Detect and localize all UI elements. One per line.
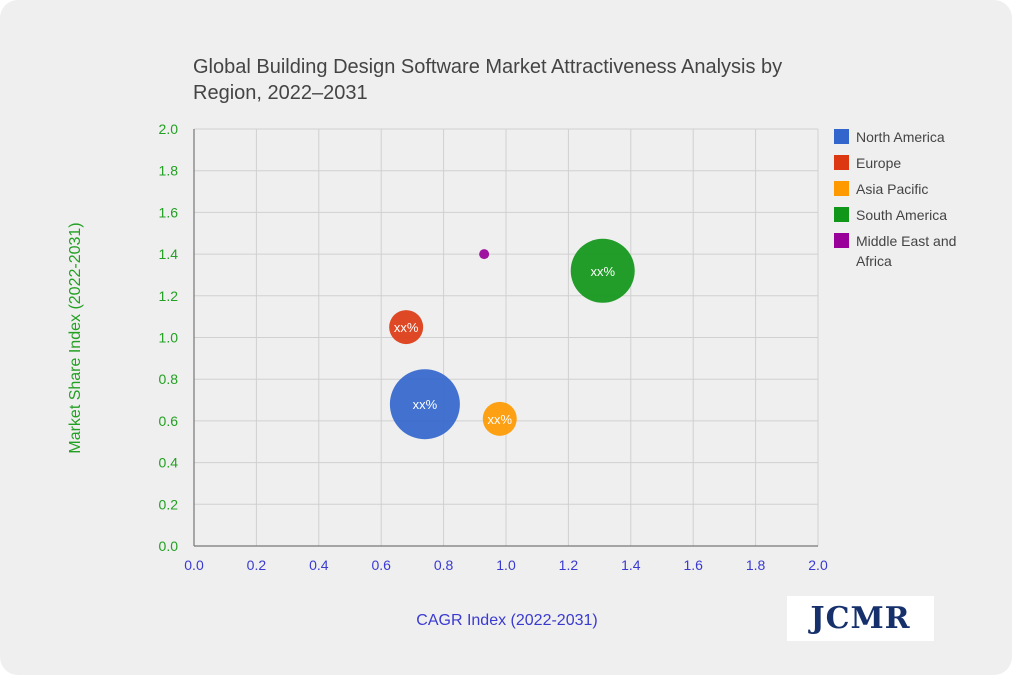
bubble-middle-east-and-africa[interactable] bbox=[479, 249, 490, 260]
bubble-data-label: xx% bbox=[487, 412, 512, 427]
x-tick-label: 0.8 bbox=[434, 557, 454, 573]
y-tick-label: 1.4 bbox=[159, 246, 179, 262]
x-tick-label: 0.2 bbox=[247, 557, 267, 573]
y-tick-label: 0.0 bbox=[159, 538, 179, 554]
y-tick-label: 1.6 bbox=[159, 204, 179, 220]
x-tick-labels: 0.0 0.2 0.4 0.6 0.8 1.0 1.2 1.4 1.6 1.8 2.0 bbox=[184, 557, 828, 573]
logo-text: JCMR bbox=[810, 601, 911, 636]
x-tick-label: 1.4 bbox=[621, 557, 641, 573]
legend-item[interactable]: Middle East and Africa bbox=[834, 231, 1004, 271]
x-tick-label: 1.6 bbox=[683, 557, 703, 573]
x-tick-label: 1.2 bbox=[559, 557, 579, 573]
x-tick-label: 0.6 bbox=[371, 557, 391, 573]
legend-swatch bbox=[834, 207, 849, 222]
legend: North America Europe Asia Pacific South Ame… bbox=[834, 127, 1004, 277]
jcmr-logo: JCMR bbox=[787, 596, 934, 641]
bubble-data-label: xx% bbox=[394, 320, 419, 335]
y-tick-label: 0.6 bbox=[159, 413, 179, 429]
y-tick-label: 0.8 bbox=[159, 371, 179, 387]
legend-label: South America bbox=[856, 207, 948, 223]
legend-label: North America bbox=[856, 129, 945, 145]
x-tick-label: 2.0 bbox=[808, 557, 828, 573]
legend-swatch bbox=[834, 155, 849, 170]
bubble-europe[interactable] bbox=[389, 310, 424, 345]
chart-title: Global Building Design Software Market A… bbox=[193, 56, 783, 104]
legend-item[interactable]: South America bbox=[834, 205, 1004, 225]
legend-item[interactable]: Asia Pacific bbox=[834, 179, 1004, 199]
legend-label: Asia Pacific bbox=[856, 181, 929, 197]
legend-swatch bbox=[834, 181, 849, 196]
y-tick-label: 1.8 bbox=[159, 163, 179, 179]
y-tick-label: 1.2 bbox=[159, 288, 179, 304]
y-tick-label: 1.0 bbox=[159, 330, 179, 346]
bubble-north-america[interactable] bbox=[389, 369, 460, 440]
x-axis-label: CAGR Index (2022-2031) bbox=[416, 612, 598, 629]
bubble-data-label: xx% bbox=[590, 264, 615, 279]
legend-label: Europe bbox=[856, 155, 902, 171]
x-tick-label: 1.8 bbox=[746, 557, 766, 573]
legend-swatch bbox=[834, 129, 849, 144]
x-tick-label: 0.0 bbox=[184, 557, 204, 573]
bubble-asia-pacific[interactable] bbox=[482, 401, 517, 436]
legend-item[interactable]: North America bbox=[834, 127, 1004, 147]
y-tick-label: 2.0 bbox=[159, 121, 179, 137]
y-tick-labels: 0.0 0.2 0.4 0.6 0.8 1.0 1.2 1.4 1.6 1.8 2.0 bbox=[159, 121, 179, 554]
x-tick-label: 0.4 bbox=[309, 557, 329, 573]
grid-lines bbox=[193, 128, 819, 547]
bubbles: xx% xx% xx% xx% bbox=[389, 238, 635, 440]
legend-item[interactable]: Europe bbox=[834, 153, 1004, 173]
legend-swatch bbox=[834, 233, 849, 248]
y-tick-label: 0.2 bbox=[159, 496, 179, 512]
x-tick-label: 1.0 bbox=[496, 557, 516, 573]
y-tick-label: 0.4 bbox=[159, 455, 179, 471]
bubble-data-label: xx% bbox=[413, 397, 438, 412]
bubble-south-america[interactable] bbox=[570, 238, 635, 303]
legend-label: Middle East and Africa bbox=[856, 233, 957, 269]
